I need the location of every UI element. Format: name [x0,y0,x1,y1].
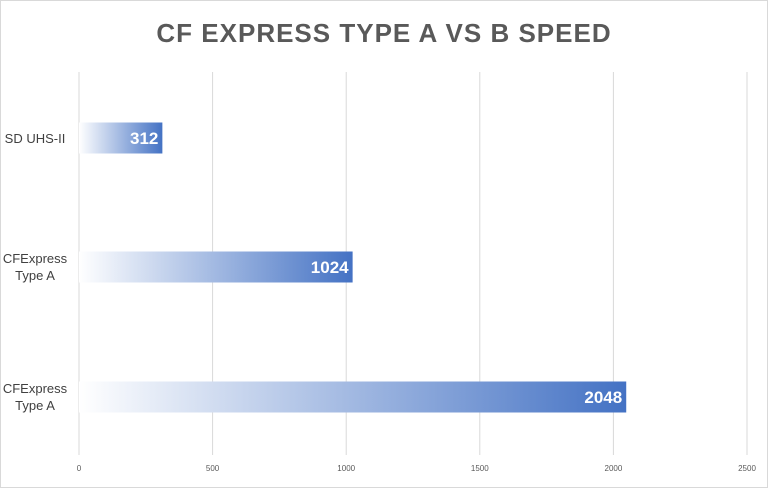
bar [79,381,627,413]
x-tick-label: 2000 [605,464,623,473]
category-label: CFExpress Type A [2,381,68,413]
x-tick-label: 1500 [471,464,489,473]
x-tick-label: 1000 [337,464,355,473]
chart-title: CF EXPRESS TYPE A VS B SPEED [156,18,612,48]
bar-value-label: 312 [130,129,158,148]
x-tick-label: 0 [77,464,82,473]
bar-value-label: 1024 [311,258,349,277]
category-label: CFExpress Type A [2,251,68,283]
category-label: SD UHS-II [4,130,66,146]
bar [79,251,353,283]
x-tick-label: 500 [206,464,220,473]
bar [79,122,163,154]
x-tick-label: 2500 [738,464,756,473]
bar-value-label: 2048 [584,388,622,407]
